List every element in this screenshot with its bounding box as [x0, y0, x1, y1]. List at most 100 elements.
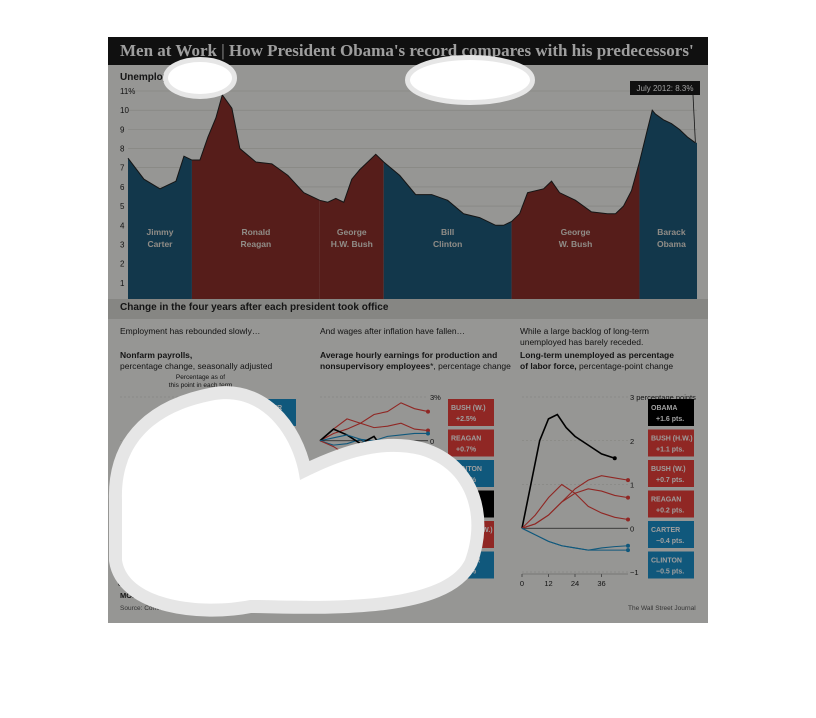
earnings-title-1: Average hourly earnings for production a… [320, 350, 498, 360]
callout-leader [692, 94, 696, 143]
panel-y-tick-label: 3% [430, 393, 441, 402]
subhead-longterm-2: unemployed has barely receded. [520, 337, 644, 347]
series-label-name: CLINTON [451, 466, 482, 473]
series-label-value: +0.2 pts. [656, 508, 684, 515]
era-area-5 [639, 110, 697, 302]
panel-x-tick-label: 0 [318, 579, 322, 588]
series-end-dot [426, 431, 430, 436]
longterm-title-2: of labor force, percentage-point change [520, 361, 673, 371]
series-label-name: CARTER [253, 405, 282, 412]
y-tick-label: 3 [120, 240, 125, 249]
series-label-value: +9.3% [258, 447, 279, 454]
series-label-value: +4.1% [258, 477, 279, 484]
series-end-dot [626, 543, 630, 548]
president-label: Ronald [241, 227, 270, 237]
series-label-name: BUSH (W.) [651, 466, 686, 473]
panel-y-tick-label: 0 [430, 437, 434, 446]
section-header-bar [108, 299, 708, 319]
source-note: Source: Commerce Department [120, 605, 212, 612]
era-area-3 [383, 161, 512, 302]
subhead-employment: Employment has rebounded slowly… [120, 326, 261, 336]
series-label-name: BUSH (H.W.) [451, 527, 493, 534]
series-label-value: −7.2% [456, 569, 477, 576]
series-label-box [648, 460, 694, 487]
longterm-title-1: Long-term unemployed as percentage [520, 350, 674, 360]
y-tick-label: 8 [120, 145, 125, 154]
president-label: Bill [441, 227, 454, 237]
y-tick-label: 4 [120, 221, 125, 230]
series-line [119, 485, 217, 541]
series-label-name: BUSH (W.) [253, 558, 288, 565]
payrolls-note-2: this point in each term [168, 382, 233, 389]
payrolls-title: Nonfarm payrolls, [120, 350, 193, 360]
series-line [319, 402, 429, 442]
panel-y-tick-label: 1 [630, 481, 634, 490]
panel-x-tick-label: 24 [571, 579, 579, 588]
president-label: Clinton [433, 239, 462, 249]
longterm-title-2-bold: of labor force, [520, 361, 577, 371]
series-label-box [648, 521, 694, 548]
president-label: George [561, 227, 591, 237]
unemployment-chart: 11%1098765432101977'78'79'80'81'82'83'84… [120, 81, 700, 316]
panel-y-tick-label: −9 [430, 568, 439, 577]
series-label-value: −0.5 pts. [656, 569, 684, 576]
series-label-value: −1.6% [456, 508, 477, 515]
panel-y-tick-label: 15% [232, 393, 247, 402]
payrolls-subtitle: percentage change, seasonally adjusted [120, 361, 273, 371]
series-end-dot [214, 421, 219, 426]
y-tick-label: 2 [120, 260, 125, 269]
callout-box [630, 81, 700, 95]
footnote: *In 1982-1984 dollars [320, 605, 382, 612]
title-separator: | [216, 41, 229, 60]
series-label-box [648, 551, 694, 579]
series-label-name: OBAMA [651, 405, 677, 412]
y-tick-label: 9 [120, 125, 125, 134]
series-end-dot [626, 517, 630, 522]
series-label-box [648, 399, 694, 426]
earnings-title-2-rest: *, percentage change [430, 361, 511, 371]
series-line [319, 422, 429, 442]
series-end-dot [426, 486, 430, 491]
series-end-dot [214, 528, 219, 532]
panel-y-tick-label: 0 [232, 524, 236, 533]
y-tick-label: 7 [120, 164, 125, 173]
series-label-name: OBAMA [253, 527, 279, 534]
section-header: Change in the four years after each pres… [120, 302, 389, 313]
series-label-box [648, 490, 694, 518]
panel-x-tick-label: 12 [544, 579, 552, 588]
series-label-value: −0.4 pts. [656, 538, 684, 545]
era-area-2 [319, 154, 384, 302]
series-label-name: CLINTON [651, 558, 682, 565]
president-label: Jimmy [146, 227, 173, 237]
series-line [521, 527, 628, 551]
series-end-dot [626, 478, 630, 483]
panel-y-tick-label: −6 [430, 524, 439, 533]
series-line [521, 413, 616, 529]
series-line [119, 422, 217, 529]
series-end-dot [214, 513, 219, 518]
panel-x-tick-label: 24 [370, 579, 378, 588]
y-tick-label: 1 [120, 279, 125, 288]
series-line [521, 488, 629, 529]
panel-x-tick-label: 12 [343, 579, 351, 588]
president-label: Barack [657, 227, 686, 237]
series-label-value: −0.2% [258, 538, 279, 545]
series-label-name: REAGAN [253, 466, 283, 473]
panel-y-tick-label: −3 [430, 481, 439, 490]
panel-y-tick-label: 5 [232, 481, 236, 490]
series-label-name: CARTER [651, 527, 680, 534]
era-area-0 [128, 156, 192, 302]
series-label-value: +1.1 pts. [656, 447, 684, 454]
series-label-name: CARTER [451, 558, 480, 565]
president-label: Carter [147, 239, 173, 249]
series-line [521, 527, 629, 551]
president-label: Reagan [241, 239, 272, 249]
infographic: Men at Work | How President Obama's reco… [108, 37, 708, 623]
series-line [319, 434, 429, 547]
series-label-name: REAGAN [651, 497, 681, 504]
series-line [319, 432, 428, 446]
series-label-value: −3.3% [456, 538, 477, 545]
series-end-dot [214, 484, 219, 489]
panel-x-tick-label: 24 [171, 579, 179, 588]
months-into-term-label: MONTHS INTO TERM [120, 591, 196, 600]
